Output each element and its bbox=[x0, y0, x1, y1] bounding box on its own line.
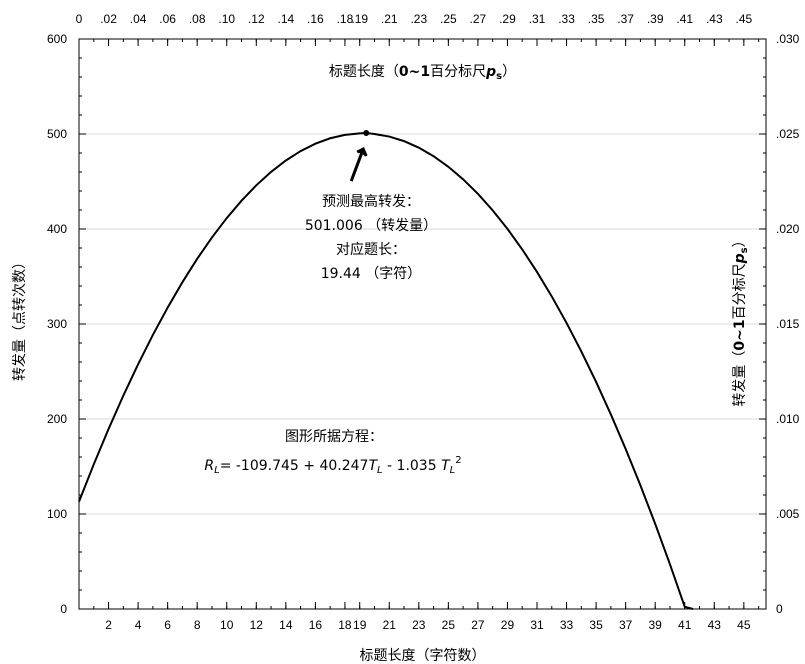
y-tick-label: 0 bbox=[60, 602, 67, 616]
y-axis-title: 转发量（点转次数） bbox=[12, 255, 28, 381]
right-tick-label: .025 bbox=[776, 127, 800, 141]
top-tick-label: .14 bbox=[277, 12, 294, 26]
y-tick-label: 500 bbox=[47, 127, 67, 141]
formula-sub1: L bbox=[214, 465, 220, 476]
grid-lines bbox=[79, 133, 766, 515]
x-tick-label: 19 bbox=[353, 618, 367, 632]
right-axis-title-part3: 百分标尺 bbox=[732, 263, 748, 319]
formula-mid2: - 1.035 bbox=[383, 458, 441, 474]
x-tick-label: 41 bbox=[678, 618, 692, 632]
top-tick-label: .02 bbox=[100, 12, 117, 26]
x-tick-label: 35 bbox=[589, 618, 603, 632]
right-tick-label: .030 bbox=[776, 32, 800, 46]
y-tick-label: 100 bbox=[47, 507, 67, 521]
top-axis-title-part3: 百分标尺 bbox=[430, 64, 486, 80]
axis-ticks bbox=[78, 38, 766, 610]
top-tick-label: .12 bbox=[248, 12, 265, 26]
y-tick-label: 600 bbox=[47, 32, 67, 46]
top-tick-label: .27 bbox=[470, 12, 487, 26]
top-axis-title-part2: 0~1 bbox=[399, 64, 430, 80]
x-tick-label: 16 bbox=[309, 618, 323, 632]
formula-sub3: L bbox=[450, 465, 456, 476]
x-tick-label: 23 bbox=[412, 618, 426, 632]
x-tick-label: 25 bbox=[442, 618, 456, 632]
right-axis-title-part1: 转发量（ bbox=[732, 351, 748, 407]
y-tick-label: 400 bbox=[47, 222, 67, 236]
x-tick-label: 31 bbox=[530, 618, 544, 632]
top-tick-label: .16 bbox=[307, 12, 324, 26]
x-tick-label: 45 bbox=[737, 618, 751, 632]
top-tick-label: .43 bbox=[706, 12, 723, 26]
formula-T1: T bbox=[368, 458, 378, 474]
x-tick-label: 10 bbox=[220, 618, 234, 632]
peak-annotation-line4: 19.44 （字符） bbox=[321, 266, 422, 282]
tick-labels: 2 4 6 8 10 12 14 16 18 19 21 23 25 27 29 31 33 35 37 39 41 43… bbox=[47, 12, 800, 632]
top-tick-label: .18 bbox=[337, 12, 354, 26]
top-axis-title-p: p bbox=[485, 64, 496, 80]
top-tick-label: .04 bbox=[130, 12, 147, 26]
top-tick-label: .45 bbox=[735, 12, 752, 26]
x-tick-label: 21 bbox=[383, 618, 397, 632]
top-tick-label: .06 bbox=[159, 12, 176, 26]
peak-annotation-line1: 预测最高转发： bbox=[322, 193, 420, 210]
x-tick-label: 39 bbox=[649, 618, 663, 632]
top-tick-label: 0 bbox=[76, 12, 83, 26]
x-tick-label: 6 bbox=[164, 618, 171, 632]
formula-text: RL= -109.745 + 40.247TL - 1.035 TL2 bbox=[204, 455, 461, 476]
x-tick-label: 27 bbox=[471, 618, 485, 632]
right-axis-title-sub: s bbox=[739, 247, 750, 253]
right-axis-title: 转发量（0~1百分标尺ps） bbox=[732, 233, 750, 406]
top-tick-label: .21 bbox=[381, 12, 398, 26]
top-tick-label: .41 bbox=[676, 12, 693, 26]
y-tick-label: 300 bbox=[47, 317, 67, 331]
top-tick-label: .35 bbox=[588, 12, 605, 26]
series-line bbox=[78, 132, 694, 610]
x-tick-label: 43 bbox=[708, 618, 722, 632]
x-axis-title: 标题长度（字符数） bbox=[360, 648, 486, 664]
top-tick-label: .37 bbox=[617, 12, 634, 26]
top-axis-title-part6: ） bbox=[502, 64, 516, 80]
peak-annotation-line2: 501.006 （转发量） bbox=[305, 218, 437, 234]
right-axis-title-part6: ） bbox=[732, 233, 748, 247]
top-axis-title-sub: s bbox=[496, 71, 502, 82]
x-tick-label: 14 bbox=[279, 618, 293, 632]
top-tick-label: .23 bbox=[410, 12, 427, 26]
x-tick-label: 8 bbox=[194, 618, 201, 632]
x-tick-label: 18 bbox=[338, 618, 352, 632]
right-tick-label: .010 bbox=[776, 412, 800, 426]
x-tick-label: 33 bbox=[560, 618, 574, 632]
x-tick-label: 4 bbox=[135, 618, 142, 632]
x-tick-label: 37 bbox=[619, 618, 633, 632]
formula-sup: 2 bbox=[455, 455, 461, 466]
right-axis-title-part2: 0~1 bbox=[732, 319, 748, 350]
top-tick-label: .10 bbox=[218, 12, 235, 26]
top-tick-label: .39 bbox=[647, 12, 664, 26]
right-axis-title-p: p bbox=[732, 253, 748, 264]
x-tick-label: 29 bbox=[501, 618, 515, 632]
y-tick-label: 200 bbox=[47, 412, 67, 426]
x-tick-label: 12 bbox=[250, 618, 264, 632]
top-tick-label: .08 bbox=[189, 12, 206, 26]
peak-arrow-icon bbox=[349, 146, 368, 182]
top-tick-label: .25 bbox=[440, 12, 457, 26]
peak-point bbox=[363, 130, 370, 137]
formula-title: 图形所据方程： bbox=[285, 429, 383, 445]
top-tick-label: .33 bbox=[558, 12, 575, 26]
x-tick-label: 2 bbox=[105, 618, 112, 632]
formula-R: R bbox=[204, 458, 214, 474]
peak-annotation-line3: 对应题长： bbox=[336, 241, 406, 258]
formula-mid1: = -109.745 + 40.247 bbox=[220, 458, 369, 474]
right-tick-label: .015 bbox=[776, 317, 800, 331]
top-axis-title: 标题长度（0~1百分标尺ps） bbox=[329, 64, 516, 82]
right-tick-label: 0 bbox=[776, 602, 783, 616]
right-tick-label: .020 bbox=[776, 222, 800, 236]
top-tick-label: .19 bbox=[351, 12, 368, 26]
formula-T2: T bbox=[441, 458, 451, 474]
formula-sub2: L bbox=[377, 465, 383, 476]
top-tick-label: .31 bbox=[529, 12, 546, 26]
top-tick-label: .29 bbox=[499, 12, 516, 26]
right-tick-label: .005 bbox=[776, 507, 800, 521]
top-axis-title-part1: 标题长度（ bbox=[329, 64, 399, 80]
